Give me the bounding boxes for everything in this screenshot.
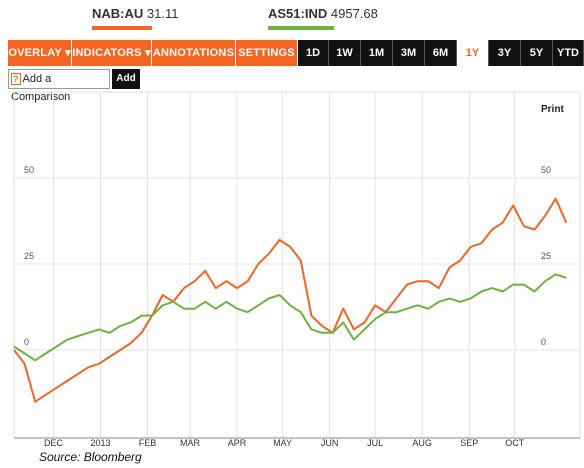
source-note: Source: Bloomberg [39,450,142,464]
y-tick-label-right: 25 [541,251,551,261]
y-tick-label-right: 50 [541,165,551,175]
ticker-header: NAB:AU 31.11 AS51:IND 4957.68 [92,6,512,36]
ticker-nab-symbol: NAB:AU [92,6,144,21]
x-tick-label: MAR [180,438,201,448]
x-tick-label: MAY [273,438,292,448]
indicators-menu[interactable]: INDICATORS ▾ [72,40,152,66]
overlay-menu[interactable]: OVERLAY ▾ [8,40,72,66]
x-tick-label: OCT [505,438,525,448]
vertical-gridlines [52,92,516,438]
y-tick-label-right: 0 [541,337,546,347]
x-tick-label: DEC [44,438,64,448]
x-tick-label: FEB [139,438,157,448]
x-tick-label: AUG [412,438,432,448]
x-tick-label: APR [228,438,247,448]
help-icon[interactable]: ? [11,73,21,85]
range-1y[interactable]: 1Y [457,40,489,66]
series-line-as51-ind [13,273,567,362]
series-line-nab-au [13,197,568,403]
range-1m[interactable]: 1M [361,40,393,66]
range-3m[interactable]: 3M [393,40,425,66]
add-comparison-input[interactable]: ? Add a Comparison [8,69,110,103]
range-6m[interactable]: 6M [425,40,457,66]
y-tick-labels-right: 50 25 0 [541,165,551,347]
chart-frame [13,91,581,439]
x-tick-label: JUN [321,438,339,448]
x-tick-label: 2013 [90,438,110,448]
y-tick-label-left: 50 [24,165,34,175]
x-tick-label: SEP [460,438,478,448]
annotations-menu[interactable]: ANNOTATIONS ▾ [152,40,236,85]
ticker-as51-underline [268,26,334,30]
y-tick-label-left: 25 [24,251,34,261]
range-5y[interactable]: 5Y [521,40,553,66]
y-tick-label-left: 0 [24,337,29,347]
settings-menu[interactable]: SETTINGS ▾ [236,40,298,85]
x-tick-labels: DEC 2013 FEB MAR APR MAY JUN JUL AUG SEP OCT [44,438,525,448]
ticker-as51[interactable]: AS51:IND 4957.68 [268,6,378,30]
add-comparison-label: Add a Comparison [11,73,71,103]
y-tick-labels-left: 50 25 0 [24,165,34,347]
range-1d[interactable]: 1D [298,40,329,66]
series-lines [13,197,568,403]
x-tick-label: JUL [367,438,383,448]
ticker-nab-price: 31.11 [146,6,179,21]
ticker-as51-symbol: AS51:IND [268,6,328,21]
horizontal-gridlines [14,177,580,351]
ticker-nab[interactable]: NAB:AU 31.11 [92,6,179,30]
print-link[interactable]: Print [541,104,564,115]
ticker-as51-price: 4957.68 [330,6,378,21]
ticker-nab-underline [92,26,152,30]
range-3y[interactable]: 3Y [489,40,521,66]
range-1w[interactable]: 1W [329,40,361,66]
add-button[interactable]: Add [112,69,140,89]
chart-toolbar: OVERLAY ▾ INDICATORS ▾ ANNOTATIONS ▾ SET… [8,40,584,85]
